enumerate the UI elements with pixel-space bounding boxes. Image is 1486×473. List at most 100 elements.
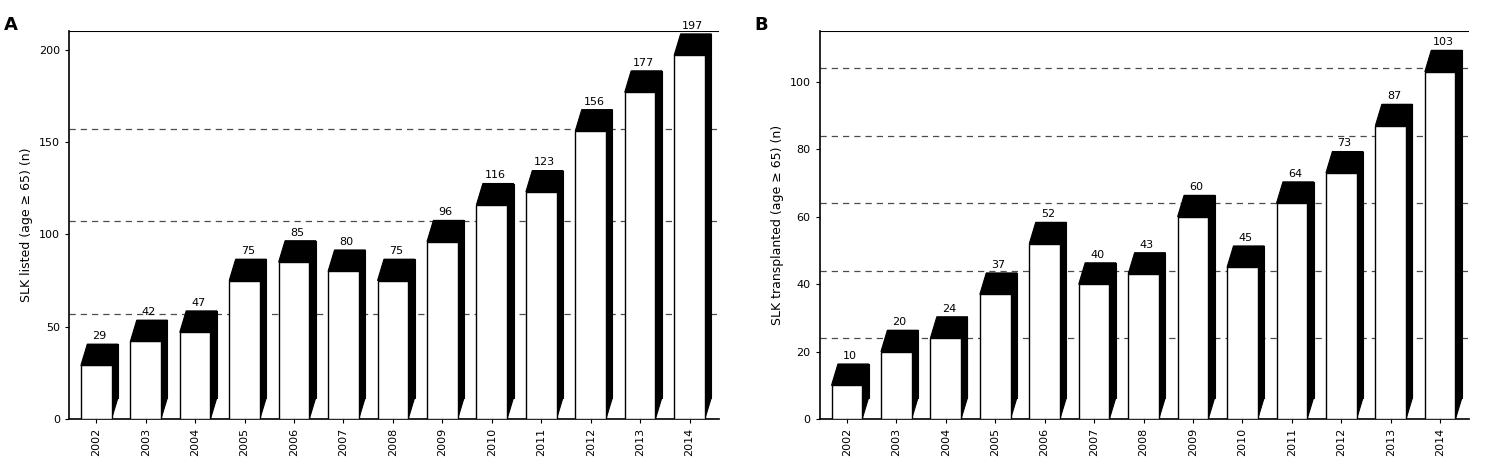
Bar xyxy=(131,342,160,419)
Text: 197: 197 xyxy=(682,21,703,31)
Bar xyxy=(1326,173,1357,419)
Polygon shape xyxy=(507,184,514,419)
Polygon shape xyxy=(832,364,869,385)
Bar xyxy=(1177,217,1208,419)
Bar xyxy=(186,311,217,398)
Polygon shape xyxy=(1455,50,1462,419)
Text: 42: 42 xyxy=(141,307,156,317)
Bar xyxy=(675,55,704,419)
Text: 85: 85 xyxy=(290,228,305,237)
Bar xyxy=(1030,244,1060,419)
Y-axis label: SLK listed (age ≥ 65) (n): SLK listed (age ≥ 65) (n) xyxy=(21,148,33,302)
Polygon shape xyxy=(1227,246,1265,267)
Polygon shape xyxy=(1425,50,1462,72)
Text: 43: 43 xyxy=(1140,240,1153,250)
Text: 73: 73 xyxy=(1337,139,1352,149)
Polygon shape xyxy=(557,171,563,419)
Polygon shape xyxy=(458,220,464,419)
Bar xyxy=(1036,222,1067,398)
Text: 20: 20 xyxy=(893,317,906,327)
Bar xyxy=(1425,72,1455,419)
Text: 177: 177 xyxy=(633,58,654,68)
Text: 40: 40 xyxy=(1091,250,1104,260)
Text: 116: 116 xyxy=(484,170,505,180)
Bar xyxy=(80,366,111,419)
Polygon shape xyxy=(309,241,315,419)
Polygon shape xyxy=(1357,151,1363,419)
Polygon shape xyxy=(279,241,315,262)
Polygon shape xyxy=(1030,222,1067,244)
Bar xyxy=(1128,274,1159,419)
Polygon shape xyxy=(426,220,464,242)
Bar xyxy=(526,192,557,419)
Bar xyxy=(632,71,661,398)
Bar xyxy=(328,272,358,419)
Bar xyxy=(1184,195,1214,398)
Polygon shape xyxy=(606,110,612,419)
Polygon shape xyxy=(1208,195,1214,419)
Polygon shape xyxy=(1010,273,1016,419)
Bar xyxy=(334,250,366,398)
Polygon shape xyxy=(160,320,168,419)
Bar xyxy=(979,294,1010,419)
Text: 10: 10 xyxy=(843,351,857,361)
Polygon shape xyxy=(1110,263,1116,419)
Polygon shape xyxy=(80,344,117,366)
Bar xyxy=(624,92,655,419)
Text: 123: 123 xyxy=(533,158,554,167)
Bar xyxy=(1376,126,1406,419)
Polygon shape xyxy=(575,110,612,131)
Text: 60: 60 xyxy=(1189,182,1204,193)
Polygon shape xyxy=(655,71,661,419)
Polygon shape xyxy=(675,34,712,55)
Polygon shape xyxy=(1376,105,1413,126)
Text: 80: 80 xyxy=(340,237,354,247)
Text: 37: 37 xyxy=(991,260,1006,270)
Bar xyxy=(887,330,918,398)
Polygon shape xyxy=(1326,151,1363,173)
Text: 156: 156 xyxy=(584,96,605,106)
Text: 75: 75 xyxy=(241,246,254,256)
Polygon shape xyxy=(930,317,967,338)
Bar xyxy=(434,220,464,398)
Bar xyxy=(581,110,612,398)
Text: 47: 47 xyxy=(192,298,205,308)
Polygon shape xyxy=(961,317,967,419)
Bar xyxy=(483,184,514,398)
Polygon shape xyxy=(477,184,514,205)
Bar xyxy=(1085,263,1116,398)
Bar xyxy=(881,351,911,419)
Polygon shape xyxy=(1257,246,1265,419)
Bar xyxy=(1135,253,1165,398)
Bar xyxy=(1227,267,1257,419)
Text: A: A xyxy=(4,16,18,34)
Polygon shape xyxy=(1079,263,1116,284)
Bar xyxy=(383,259,415,398)
Text: 103: 103 xyxy=(1433,37,1453,47)
Polygon shape xyxy=(180,311,217,332)
Bar xyxy=(229,280,260,419)
Bar xyxy=(1079,284,1110,419)
Bar xyxy=(1431,50,1462,398)
Polygon shape xyxy=(409,259,415,419)
Text: 52: 52 xyxy=(1040,209,1055,219)
Polygon shape xyxy=(979,273,1016,294)
Bar xyxy=(681,34,712,398)
Bar xyxy=(987,273,1016,398)
Bar xyxy=(279,262,309,419)
Polygon shape xyxy=(624,71,661,92)
Text: 64: 64 xyxy=(1288,169,1302,179)
Polygon shape xyxy=(111,344,117,419)
Text: 24: 24 xyxy=(942,304,955,314)
Bar xyxy=(532,171,563,398)
Bar xyxy=(1282,182,1314,398)
Bar xyxy=(1333,151,1363,398)
Bar xyxy=(832,385,862,419)
Polygon shape xyxy=(260,259,266,419)
Polygon shape xyxy=(1128,253,1165,274)
Bar xyxy=(137,320,168,398)
Bar xyxy=(1276,203,1308,419)
Bar xyxy=(1233,246,1265,398)
Polygon shape xyxy=(704,34,712,419)
Polygon shape xyxy=(1177,195,1214,217)
